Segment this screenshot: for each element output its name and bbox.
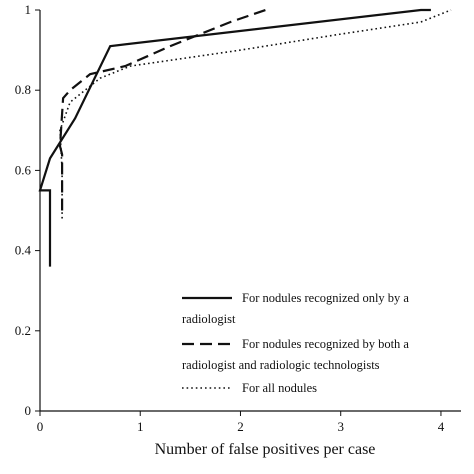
axes: 0 1 2 3 4 0 0.2 0.4 0.6 0.8 1 — [15, 2, 461, 434]
x-tick-label: 0 — [37, 419, 44, 434]
series-layer — [38, 8, 452, 267]
series-line-solid — [38, 8, 431, 267]
y-tick-label: 1 — [25, 2, 32, 17]
legend: For nodules recognized only by a radiolog… — [182, 291, 409, 395]
x-tick-label: 4 — [438, 419, 445, 434]
y-tick-label: 0.6 — [15, 162, 32, 177]
y-tick-label: 0.2 — [15, 323, 31, 338]
series-line-dotted — [59, 9, 452, 219]
x-tick-label: 2 — [237, 419, 244, 434]
y-tick-label: 0 — [25, 403, 32, 418]
y-tick-label: 0.8 — [15, 82, 31, 97]
x-tick-label: 3 — [337, 419, 344, 434]
legend-label: For nodules recognized by both a radiolog… — [182, 337, 409, 372]
y-tick-label: 0.4 — [15, 243, 32, 258]
series-line-dashed — [58, 8, 266, 211]
x-tick-label: 1 — [137, 419, 144, 434]
legend-label: For all nodules — [242, 381, 317, 395]
legend-label: For nodules recognized only by a radiolog… — [182, 291, 409, 326]
x-axis-title: Number of false positives per case — [155, 441, 376, 458]
